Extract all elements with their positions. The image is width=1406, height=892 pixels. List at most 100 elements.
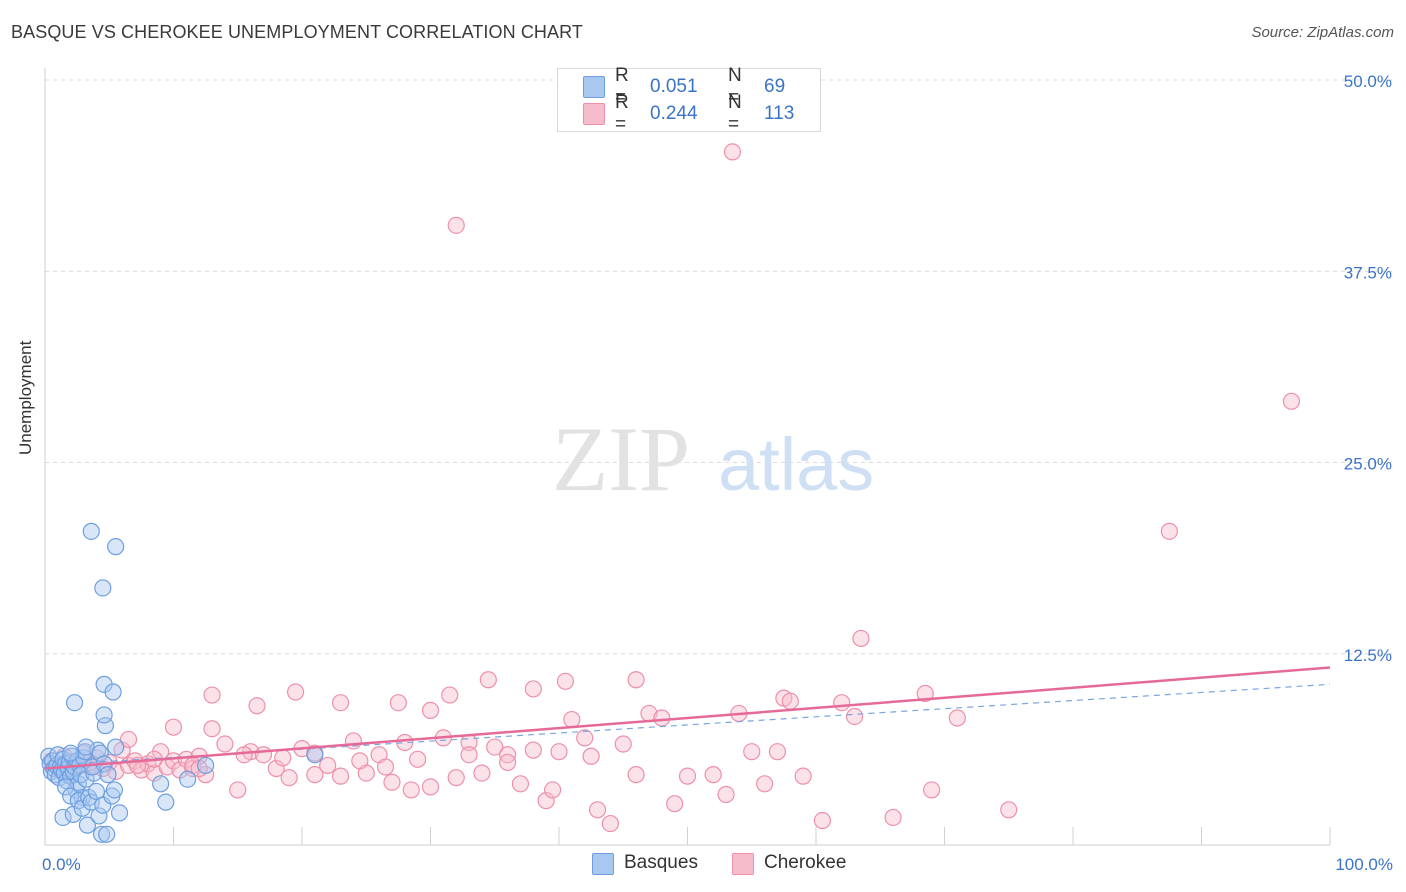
zipatlas-watermark: ZIP atlas bbox=[552, 408, 874, 510]
cherokee-point bbox=[755, 775, 774, 793]
cherokee-point bbox=[421, 701, 440, 719]
basques-point bbox=[54, 808, 72, 827]
basques-point bbox=[94, 796, 112, 814]
legend-r-value: 0.244 bbox=[650, 103, 698, 124]
basques-point bbox=[95, 706, 113, 724]
cherokee-point bbox=[852, 629, 870, 648]
cherokee-point bbox=[197, 766, 215, 784]
x-tick-label: 100.0% bbox=[1335, 855, 1393, 874]
cherokee-point bbox=[537, 792, 555, 810]
cherokee-point bbox=[351, 752, 369, 770]
cherokee-point bbox=[460, 746, 478, 764]
cherokee-point bbox=[614, 735, 632, 753]
cherokee-point bbox=[402, 781, 420, 799]
basques-point bbox=[62, 744, 80, 762]
basques-legend-label: Basques bbox=[624, 852, 698, 873]
data-points bbox=[40, 143, 1301, 843]
cherokee-point bbox=[833, 694, 851, 712]
cherokee-point bbox=[280, 769, 298, 787]
basques-point bbox=[157, 793, 175, 811]
cherokee-point bbox=[274, 749, 292, 767]
cherokee-point bbox=[235, 746, 253, 764]
y-axis-label: Unemployment bbox=[16, 340, 35, 455]
source-note: Source: ZipAtlas.com bbox=[1251, 24, 1394, 41]
cherokee-point bbox=[582, 747, 600, 765]
cherokee-point bbox=[768, 743, 787, 761]
cherokee-point bbox=[319, 756, 337, 775]
cherokee-point bbox=[499, 753, 517, 771]
cherokee-point bbox=[177, 750, 195, 768]
cherokee-swatch bbox=[583, 103, 605, 125]
x-tick-label: 0.0% bbox=[42, 855, 81, 874]
basques-point bbox=[78, 816, 97, 834]
basques-swatch bbox=[583, 76, 605, 98]
basques-legend-swatch bbox=[592, 853, 614, 875]
basques-point bbox=[98, 825, 116, 843]
legend-n-value: 69 bbox=[764, 76, 786, 97]
grid-lines bbox=[45, 79, 1392, 655]
correlation-legend: R = 0.051 N = 69 R = 0.244 N = 113 bbox=[557, 65, 821, 135]
legend-n-label: N = bbox=[728, 92, 742, 135]
cherokee-point bbox=[743, 743, 761, 761]
legend-n-label: N = bbox=[728, 65, 742, 108]
cherokee-point bbox=[576, 729, 594, 747]
cherokee-point bbox=[781, 692, 799, 710]
cherokee-point bbox=[286, 683, 305, 701]
basques-point bbox=[152, 775, 170, 793]
y-tick-label: 12.5% bbox=[1344, 646, 1392, 665]
cherokee-point bbox=[409, 750, 427, 768]
chart-title: BASQUE VS CHEROKEE UNEMPLOYMENT CORRELAT… bbox=[11, 22, 584, 42]
basques-point bbox=[104, 683, 122, 701]
basques-point bbox=[56, 778, 75, 796]
cherokee-point bbox=[948, 709, 966, 727]
cherokee-point bbox=[717, 785, 735, 804]
cherokee-point bbox=[331, 694, 350, 712]
basques-point bbox=[99, 766, 117, 784]
legend-n-value: 113 bbox=[764, 103, 795, 124]
cherokee-point bbox=[601, 814, 620, 833]
legend-r-value: 0.051 bbox=[650, 76, 698, 97]
cherokee-point bbox=[666, 795, 684, 813]
basques-point bbox=[87, 782, 106, 801]
cherokee-point bbox=[1160, 522, 1178, 540]
basques-point bbox=[94, 579, 112, 597]
basques-point bbox=[82, 522, 100, 540]
cherokee-point bbox=[627, 671, 645, 689]
basques-point bbox=[107, 738, 125, 756]
cherokee-point bbox=[447, 769, 465, 787]
cherokee-point bbox=[556, 672, 575, 690]
cherokee-legend-swatch bbox=[732, 853, 754, 875]
cherokee-point bbox=[1000, 801, 1018, 819]
cherokee-point bbox=[331, 767, 350, 785]
legend-r-label: R = bbox=[615, 65, 629, 108]
cherokee-trend-line bbox=[44, 666, 1331, 770]
cherokee-point bbox=[479, 671, 497, 689]
y-tick-label: 37.5% bbox=[1344, 263, 1392, 282]
cherokee-point bbox=[524, 741, 542, 759]
cherokee-point bbox=[524, 680, 542, 698]
cherokee-point bbox=[203, 720, 221, 738]
basques-point bbox=[77, 738, 95, 756]
basques-point bbox=[73, 799, 91, 817]
cherokee-point bbox=[678, 767, 697, 785]
cherokee-point bbox=[723, 143, 742, 161]
y-tick-label: 50.0% bbox=[1344, 72, 1392, 91]
cherokee-point bbox=[511, 775, 530, 793]
cherokee-point bbox=[563, 710, 581, 729]
cherokee-legend-label: Cherokee bbox=[764, 852, 847, 873]
cherokee-point bbox=[704, 766, 722, 784]
cherokee-point bbox=[248, 697, 266, 715]
cherokee-point bbox=[421, 778, 440, 796]
cherokee-point bbox=[383, 773, 401, 791]
cherokee-point bbox=[267, 759, 285, 778]
cherokee-point bbox=[119, 730, 138, 749]
cherokee-point bbox=[164, 718, 183, 736]
cherokee-point bbox=[254, 746, 273, 764]
cherokee-point bbox=[653, 709, 671, 727]
cherokee-point bbox=[543, 781, 562, 799]
cherokee-point bbox=[473, 764, 491, 782]
cherokee-point bbox=[203, 686, 221, 704]
cherokee-point bbox=[229, 781, 247, 799]
cherokee-point bbox=[441, 686, 459, 704]
cherokee-point bbox=[588, 801, 607, 819]
